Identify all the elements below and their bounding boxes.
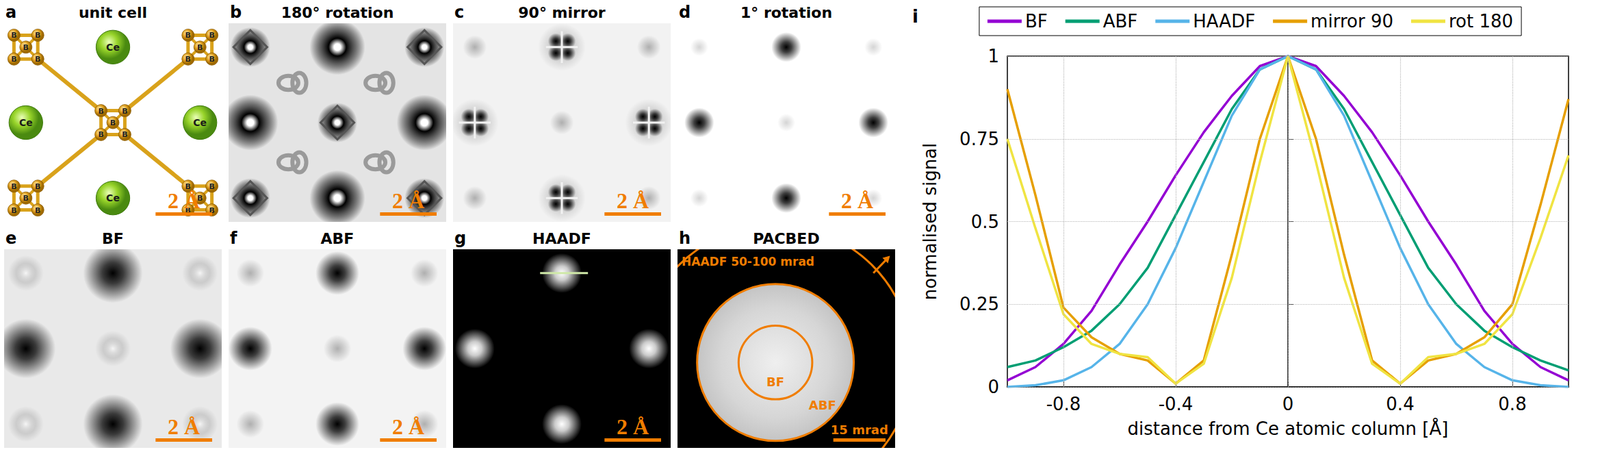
svg-text:BF: BF — [766, 374, 785, 389]
svg-text:180° rotation: 180° rotation — [281, 4, 395, 22]
svg-text:2 Å: 2 Å — [392, 188, 425, 213]
svg-text:2 Å: 2 Å — [167, 188, 200, 213]
svg-text:f: f — [229, 228, 238, 248]
svg-text:a: a — [5, 2, 17, 22]
svg-text:B: B — [185, 181, 191, 191]
svg-text:B: B — [10, 205, 17, 215]
svg-text:0.25: 0.25 — [959, 293, 1000, 315]
svg-text:B: B — [208, 205, 215, 215]
svg-text:2 Å: 2 Å — [616, 188, 649, 213]
svg-text:B: B — [208, 30, 215, 40]
svg-text:h: h — [678, 228, 691, 248]
svg-text:B: B — [34, 182, 41, 191]
svg-text:B: B — [185, 30, 191, 40]
svg-text:15 mrad: 15 mrad — [830, 422, 889, 437]
svg-text:B: B — [97, 106, 104, 116]
svg-text:B: B — [34, 54, 41, 64]
svg-text:-0.8: -0.8 — [1046, 393, 1082, 415]
svg-text:0: 0 — [987, 376, 1000, 397]
svg-text:ABF: ABF — [320, 229, 355, 248]
svg-text:0: 0 — [1282, 393, 1295, 415]
svg-text:i: i — [912, 6, 919, 27]
svg-text:B: B — [97, 130, 104, 139]
svg-text:b: b — [229, 2, 242, 22]
svg-text:B: B — [10, 54, 17, 64]
svg-text:BF: BF — [1025, 10, 1048, 32]
svg-text:2 Å: 2 Å — [392, 414, 425, 439]
svg-text:Ce: Ce — [106, 41, 120, 53]
svg-text:ABF: ABF — [808, 397, 837, 412]
svg-text:2 Å: 2 Å — [841, 188, 874, 213]
svg-text:1: 1 — [987, 45, 1000, 67]
svg-text:90° mirror: 90° mirror — [518, 4, 606, 22]
svg-text:B: B — [10, 182, 17, 191]
svg-text:mirror 90: mirror 90 — [1310, 10, 1394, 32]
svg-text:c: c — [454, 2, 464, 22]
svg-text:e: e — [5, 228, 17, 248]
svg-text:1° rotation: 1° rotation — [740, 4, 833, 22]
svg-text:B: B — [121, 130, 128, 139]
svg-text:HAADF: HAADF — [1192, 10, 1256, 32]
svg-text:d: d — [678, 2, 691, 22]
svg-text:normalised signal: normalised signal — [919, 143, 941, 301]
svg-text:2 Å: 2 Å — [167, 414, 200, 439]
svg-text:distance from Ce atomic column: distance from Ce atomic column [Å] — [1127, 417, 1449, 439]
svg-text:g: g — [454, 228, 467, 248]
svg-text:Ce: Ce — [192, 117, 207, 128]
svg-text:B: B — [23, 43, 29, 53]
svg-text:0.5: 0.5 — [971, 211, 1000, 232]
svg-text:2 Å: 2 Å — [616, 414, 649, 439]
svg-text:B: B — [208, 182, 215, 191]
svg-text:0.75: 0.75 — [959, 128, 1000, 150]
svg-text:B: B — [121, 106, 128, 116]
svg-text:ABF: ABF — [1103, 10, 1139, 32]
svg-text:BF: BF — [101, 229, 124, 248]
svg-text:B: B — [34, 205, 41, 215]
svg-text:Ce: Ce — [106, 192, 120, 204]
svg-text:B: B — [34, 30, 41, 40]
svg-text:HAADF 50-100 mrad: HAADF 50-100 mrad — [681, 254, 815, 269]
svg-text:B: B — [23, 193, 29, 203]
svg-text:B: B — [185, 54, 191, 64]
svg-text:B: B — [10, 30, 17, 40]
svg-text:PACBED: PACBED — [752, 229, 820, 248]
svg-text:0.4: 0.4 — [1385, 393, 1414, 415]
svg-text:unit cell: unit cell — [78, 4, 148, 22]
svg-text:HAADF: HAADF — [532, 229, 592, 248]
svg-text:Ce: Ce — [19, 117, 33, 128]
svg-text:B: B — [197, 43, 203, 53]
svg-text:-0.4: -0.4 — [1158, 393, 1194, 415]
svg-text:B: B — [110, 118, 116, 128]
svg-text:rot 180: rot 180 — [1448, 10, 1514, 32]
svg-text:B: B — [208, 54, 215, 64]
svg-text:0.8: 0.8 — [1498, 393, 1527, 415]
